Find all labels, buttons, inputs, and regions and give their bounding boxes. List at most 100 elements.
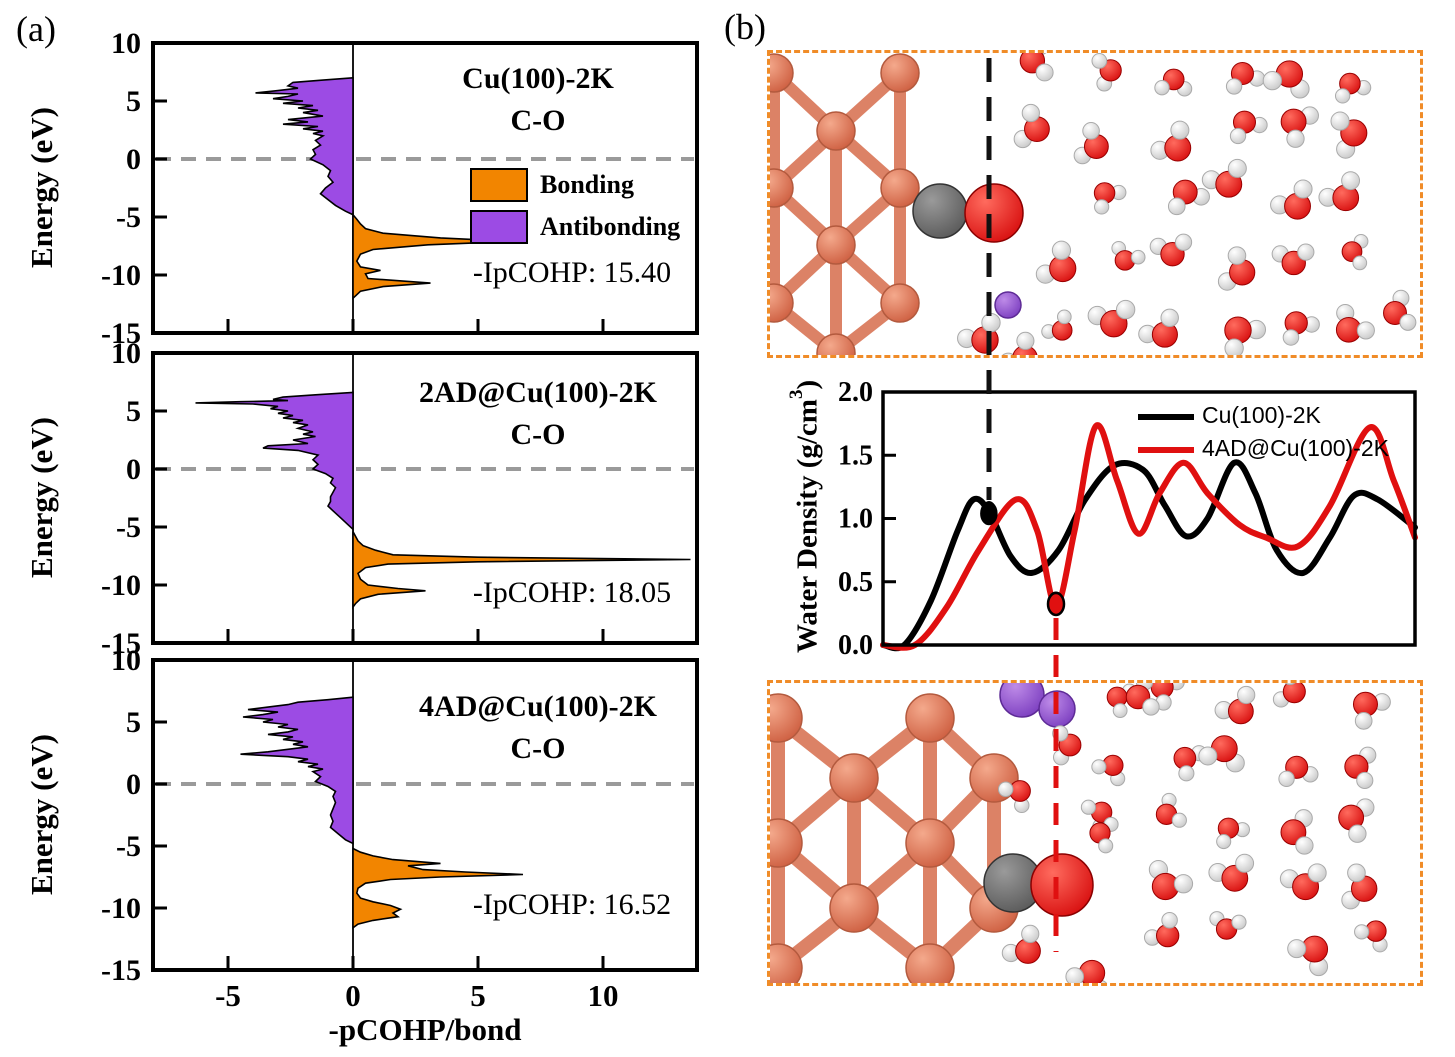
- h-atom: [1307, 863, 1327, 883]
- chart1-subtitle: C-O: [510, 104, 566, 137]
- h-atom: [1297, 243, 1315, 261]
- water: [1280, 106, 1319, 148]
- water-density-chart: 0.0 0.5 1.0 1.5 2.0: [838, 380, 1418, 661]
- y-tick-label: 5: [126, 395, 141, 428]
- water: [1354, 920, 1388, 953]
- water: [1224, 316, 1267, 355]
- y-tick-label: 1.5: [838, 440, 873, 471]
- x-tick-label: 5: [470, 978, 486, 1013]
- water: [1318, 171, 1361, 212]
- y-tick-label: 10: [111, 27, 141, 60]
- h-atom: [1293, 179, 1313, 199]
- water: [1019, 53, 1054, 82]
- h-atom: [1021, 103, 1040, 123]
- density-ylabel: Water Density (g/cm3): [786, 378, 832, 654]
- cu-atom: [816, 333, 856, 355]
- water: [1383, 289, 1417, 331]
- h-atom: [1227, 158, 1247, 178]
- h-atom: [1224, 338, 1244, 355]
- water: [1287, 935, 1329, 977]
- md-snapshot-top-svg: [770, 53, 1417, 355]
- scene-content: [770, 53, 1417, 355]
- cu-atom: [829, 883, 879, 933]
- cu-atom: [770, 943, 803, 983]
- chart3-ylabel: Energy (eV): [24, 734, 59, 896]
- water: [1093, 182, 1127, 215]
- water: [1080, 799, 1113, 834]
- md-snapshot-bottom-svg: [770, 683, 1391, 983]
- h-atom: [1262, 70, 1282, 91]
- cu-atom: [770, 693, 803, 743]
- panel-a-label: (a): [16, 9, 56, 49]
- h-atom: [1080, 799, 1097, 815]
- antibonding-area: [195, 391, 354, 532]
- water: [1278, 755, 1319, 787]
- plot-border: [151, 41, 699, 335]
- bonding-label: Bonding: [540, 170, 634, 199]
- y-tick-label: 5: [126, 706, 141, 739]
- water-molecules: [997, 683, 1391, 983]
- y-tick-label: 0: [126, 768, 141, 801]
- chart3-title: 4AD@Cu(100)-2K: [419, 690, 657, 723]
- h-atom: [1356, 321, 1375, 340]
- pcohp-chart-2: 10 5 0 -5 -10 -15: [101, 337, 699, 660]
- water: [1148, 860, 1194, 901]
- cu-atom: [905, 693, 955, 743]
- chart3-ipcohp: -IpCOHP: 16.52: [472, 888, 672, 921]
- water: [1198, 735, 1245, 773]
- h-atom: [1021, 924, 1040, 944]
- x-tick-label: 10: [588, 978, 619, 1013]
- water: [1270, 179, 1313, 220]
- h-atom: [1051, 240, 1072, 260]
- water: [1352, 691, 1391, 730]
- chart2-subtitle: C-O: [510, 418, 566, 451]
- water: [1138, 308, 1179, 348]
- water: [1035, 240, 1077, 284]
- density-ylabel-sup: 3: [786, 389, 807, 399]
- density-legend-label-red: 4AD@Cu(100)-2K: [1202, 435, 1389, 461]
- co-molecule: [912, 183, 1024, 243]
- water: [1201, 158, 1247, 198]
- antibonding-label: Antibonding: [540, 212, 681, 241]
- water: [1282, 311, 1320, 346]
- x-tick-label: 0: [345, 978, 361, 1013]
- water: [1143, 911, 1180, 948]
- chart2-ylabel: Energy (eV): [24, 417, 59, 579]
- cu-atom: [816, 225, 856, 265]
- marker-black: [980, 501, 998, 526]
- water: [1217, 246, 1256, 291]
- antibonding-swatch: [470, 210, 528, 244]
- density-curve-black: [880, 459, 1418, 652]
- carbon-atom: [912, 183, 968, 239]
- cu-atom: [880, 283, 920, 323]
- y-tick-label: 0.5: [838, 567, 873, 598]
- y-tick-label: -10: [101, 569, 141, 602]
- h-atom: [1130, 249, 1146, 265]
- y-tick-label: -5: [116, 830, 141, 863]
- water: [1216, 817, 1251, 850]
- water: [1341, 233, 1369, 271]
- h-atom: [1065, 967, 1085, 983]
- water: [1335, 303, 1375, 343]
- pcohp-xlabel: -pCOHP/bond: [328, 1012, 522, 1047]
- y-tick-label: 2.0: [838, 380, 873, 408]
- h-atom: [1227, 246, 1247, 265]
- water: [1150, 120, 1192, 162]
- water: [1002, 331, 1038, 355]
- bonding-area: [352, 212, 514, 301]
- md-snapshot-bottom: [767, 680, 1423, 986]
- h-atom: [1399, 313, 1417, 331]
- h-atom: [1002, 352, 1015, 355]
- h-atom: [1178, 765, 1195, 782]
- y-tick-label: -10: [101, 892, 141, 925]
- water: [1041, 309, 1073, 341]
- h-atom: [1142, 698, 1160, 716]
- h-atom: [1170, 120, 1190, 140]
- plot-border: [151, 658, 699, 972]
- panel-b-label: (b): [724, 7, 766, 47]
- water: [1279, 863, 1327, 901]
- water: [1155, 792, 1187, 828]
- density-ylabel-main: Water Density (g/cm: [791, 398, 824, 653]
- density-legend-line-red: [1138, 447, 1194, 453]
- water-molecules: [957, 53, 1417, 355]
